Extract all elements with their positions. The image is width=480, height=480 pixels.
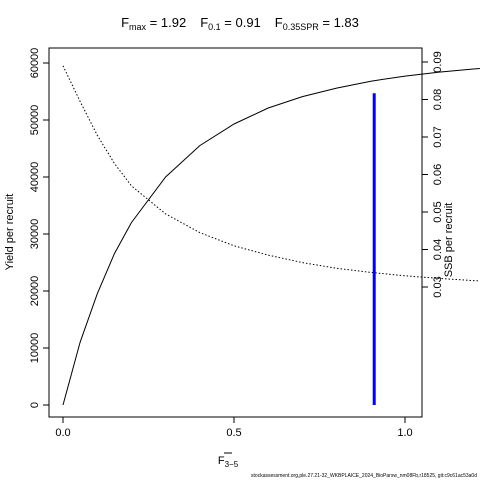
y-left-tick-label: 50000 [29, 105, 41, 136]
y-right-tick-label: 0.07 [432, 126, 444, 147]
series-layer [62, 65, 480, 406]
y-left-tick-label: 60000 [29, 48, 41, 79]
title-fmax-base: F [121, 15, 129, 30]
y-left-tick-label: 40000 [29, 162, 41, 193]
title-f01-value: = 0.91 [221, 15, 261, 30]
y-right-tick-label: 0.09 [432, 51, 444, 72]
y-axis-right-label: SSB per recruit [443, 203, 455, 278]
x-tick-label: 0.5 [226, 427, 241, 439]
y-axis-left-label: Yield per recruit [4, 194, 16, 271]
y-left-tick-label: 0 [29, 402, 41, 408]
title-fmax-value: = 1.92 [146, 15, 186, 30]
y-right-tick-label: 0.08 [432, 89, 444, 110]
y-left-tick-label: 30000 [29, 219, 41, 250]
y-right-tick-label: 0.04 [432, 239, 444, 260]
x-tick-label: 0.0 [55, 427, 70, 439]
x-axis-label-sub: 3−5 [225, 460, 239, 469]
yield-per-recruit-line [62, 67, 480, 406]
title-f01-sub: 0.1 [208, 22, 221, 32]
chart-title: Fmax = 1.92 F0.1 = 0.91 F0.35SPR = 1.83 [121, 15, 359, 32]
title-f35-base: F [275, 15, 283, 30]
title-fmax-sub: max [129, 22, 147, 32]
reference-lines-layer [372, 93, 376, 405]
y-axis-left: 0 10000 20000 30000 40000 50000 60000 [29, 48, 49, 408]
y-right-tick-label: 0.06 [432, 164, 444, 185]
x-axis: 0.00.51.01.52.0 [55, 417, 413, 439]
x-tick-label: 1.0 [397, 427, 412, 439]
title-f35-sub: 0.35SPR [283, 22, 320, 32]
title-f01-base: F [200, 15, 208, 30]
footnote: stockassessment.org,ple.27.21-32_WKBPLAI… [251, 473, 477, 479]
title-f35-value: = 1.83 [319, 15, 359, 30]
y-right-tick-label: 0.03 [432, 276, 444, 297]
y-left-tick-label: 10000 [29, 333, 41, 364]
plot-frame [48, 47, 423, 418]
x-axis-label: F3−5 [218, 455, 239, 469]
y-axis-right: 0.03 0.04 0.05 0.06 0.07 0.08 0.09 [422, 51, 444, 298]
y-right-tick-label: 0.05 [432, 201, 444, 222]
x-axis-label-base: F [218, 455, 225, 467]
y-left-tick-label: 20000 [29, 276, 41, 307]
